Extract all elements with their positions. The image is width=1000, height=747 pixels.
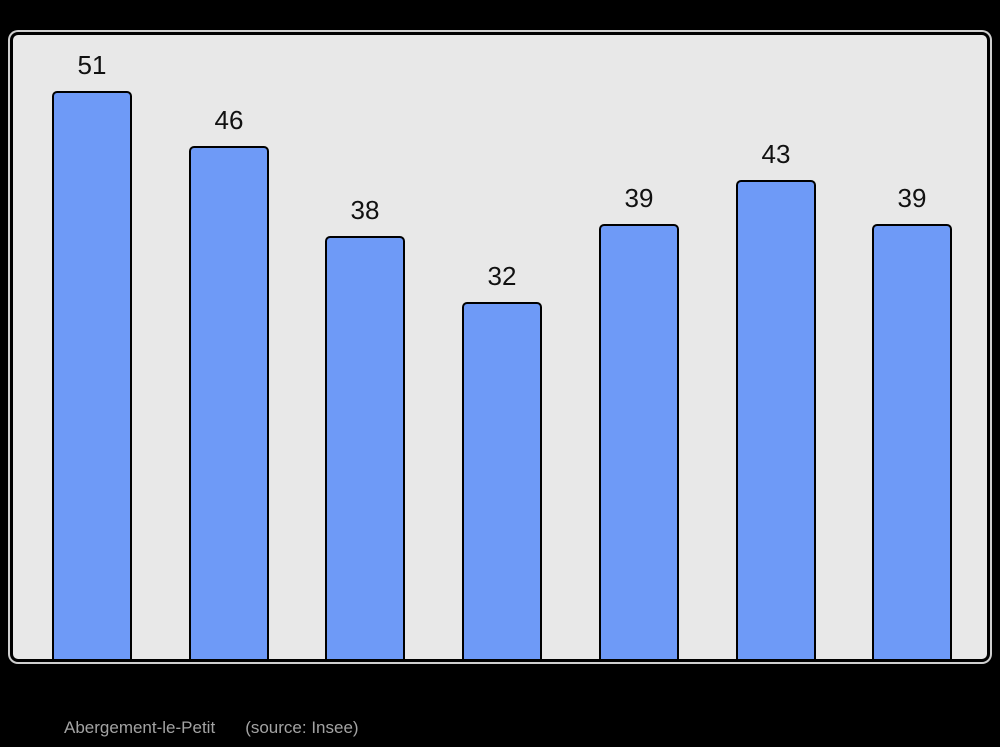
bar-value-label: 51	[77, 50, 107, 80]
bar-value-label: 39	[897, 183, 927, 213]
caption-source: (source: Insee)	[245, 718, 359, 737]
bar-value-label: 46	[214, 105, 244, 135]
bar	[325, 236, 405, 659]
bar-value-label: 38	[350, 195, 380, 225]
bar	[52, 91, 132, 659]
caption-title: Abergement-le-Petit	[64, 718, 216, 737]
bar-value-label: 39	[624, 183, 654, 213]
caption: Abergement-le-Petit (source: Insee)	[64, 718, 359, 738]
bar	[189, 146, 269, 659]
bar-value-label: 43	[761, 139, 791, 169]
bar	[872, 224, 952, 659]
bar	[599, 224, 679, 659]
bar-value-label: 32	[487, 261, 517, 291]
bar-chart: 51 46 38 32 39 43 39	[10, 32, 990, 662]
bar	[736, 180, 816, 659]
bar	[462, 302, 542, 659]
